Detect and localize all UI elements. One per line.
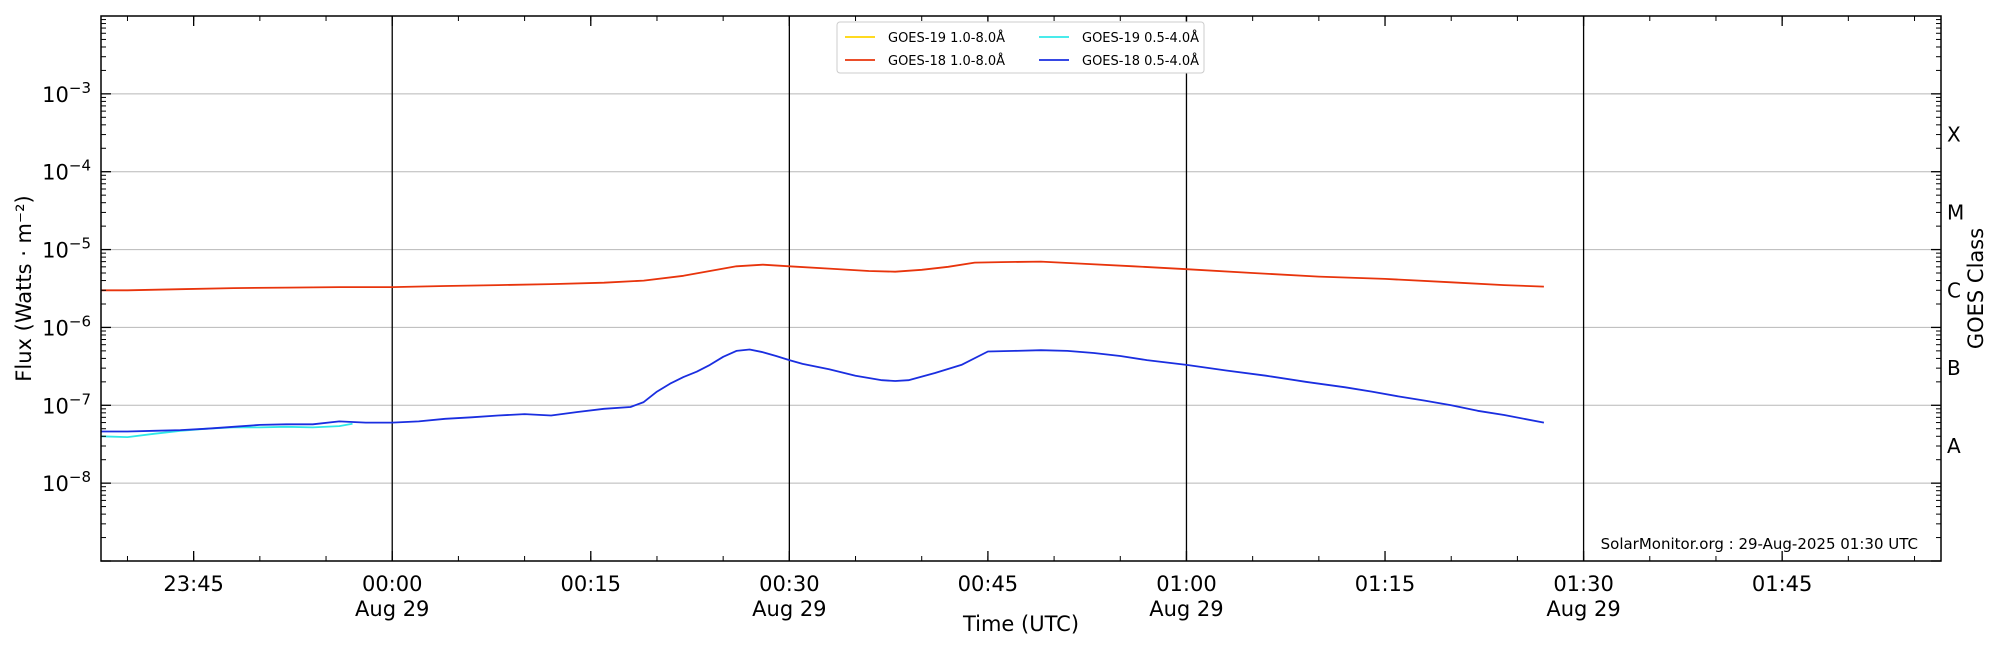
source-annotation: SolarMonitor.org : 29-Aug-2025 01:30 UTC (1601, 535, 1918, 553)
y-tick-label: 10−3 (42, 79, 91, 107)
x-tick-label: 01:45 (1752, 572, 1813, 596)
goes-class-b: B (1947, 356, 1961, 380)
goes-class-m: M (1947, 200, 1964, 224)
y-tick-label: 10−5 (42, 235, 91, 263)
x-tick-sublabel: Aug 29 (752, 597, 826, 621)
grid-lines (101, 93, 1941, 484)
legend-label: GOES-18 0.5-4.0Å (1082, 53, 1199, 69)
x-tick-sublabel: Aug 29 (1546, 597, 1620, 621)
plot-frame (100, 15, 1942, 562)
goes-class-labels: A B C M X (1947, 123, 1964, 458)
series-line-3 (101, 348, 1545, 433)
x-tick-label: 23:45 (163, 572, 224, 596)
right-axis-title: GOES Class (1964, 228, 1988, 349)
legend-box (836, 21, 1205, 74)
y-axis-title: Flux (Watts · m⁻²) (12, 195, 36, 381)
day-marker-lines (391, 16, 1585, 561)
y-tick-label: 10−4 (42, 157, 91, 185)
x-tick-label: 01:30 (1553, 572, 1614, 596)
x-tick-label: 00:45 (958, 572, 1019, 596)
legend-label: GOES-18 1.0-8.0Å (888, 53, 1005, 69)
x-tick-label: 00:00 (362, 572, 423, 596)
series-lines (100, 260, 1545, 439)
y-tick-label: 10−6 (42, 312, 91, 340)
x-tick-sublabel: Aug 29 (355, 597, 429, 621)
legend-label: GOES-19 1.0-8.0Å (888, 30, 1005, 46)
goes-class-c: C (1947, 278, 1961, 302)
y-tick-label: 10−8 (42, 468, 91, 496)
legend-label: GOES-19 0.5-4.0Å (1082, 30, 1199, 46)
axis-ticks (101, 16, 1941, 562)
series-line-2 (101, 260, 1544, 292)
x-tick-label: 00:15 (561, 572, 622, 596)
y-tick-label: 10−7 (42, 390, 91, 418)
goes-class-x: X (1947, 123, 1961, 147)
legend: GOES-19 1.0-8.0Å GOES-18 1.0-8.0Å GOES-19 … (836, 21, 1205, 74)
y-tick-labels: 10−8 10−7 10−6 10−5 10−4 10−3 (42, 79, 91, 496)
x-tick-label: 00:30 (759, 572, 820, 596)
x-tick-label: 01:00 (1156, 572, 1217, 596)
goes-class-a: A (1947, 434, 1961, 458)
x-tick-label: 01:15 (1355, 572, 1416, 596)
x-tick-sublabel: Aug 29 (1149, 597, 1223, 621)
x-axis-title: Time (UTC) (962, 612, 1079, 636)
